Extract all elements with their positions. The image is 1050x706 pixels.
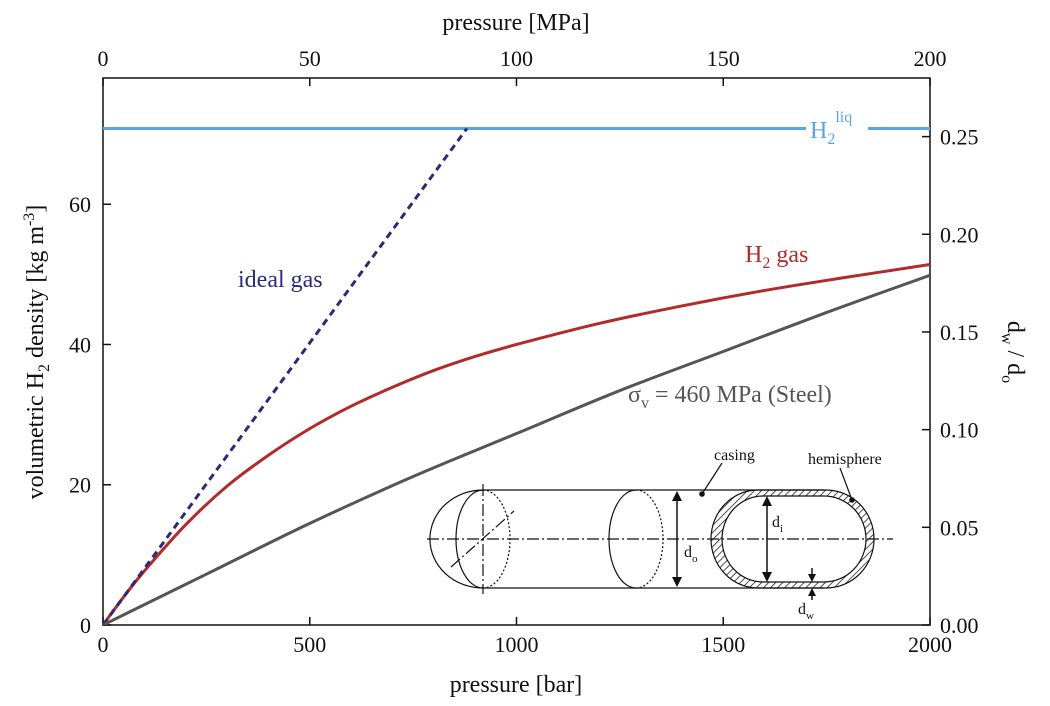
h2-liq-label-bg: [806, 106, 868, 146]
casing-label: casing: [714, 447, 755, 464]
x-top-tick-label: 100: [500, 46, 533, 71]
dw-arrow-lower-head: [808, 588, 816, 596]
tank-hatched-wall: [710, 489, 875, 589]
y-right-tick-label: 0.25: [940, 125, 979, 150]
y-right-tick-label: 0.00: [940, 613, 979, 638]
x-top-tick-label: 150: [707, 46, 740, 71]
x-top-tick-label: 50: [299, 46, 321, 71]
do-arrow-head-bottom: [672, 577, 682, 587]
casing-leader-dot: [699, 491, 705, 497]
x-top-tick-label: 200: [914, 46, 947, 71]
y-right-tick-label: 0.15: [940, 320, 979, 345]
y-axis-left-title: volumetric H2 density [kg m-3]: [21, 205, 53, 500]
series-steel-line: [103, 273, 930, 625]
plot-frame: [102, 77, 931, 626]
hemisphere-leader-dot: [849, 497, 855, 503]
dw-arrow-upper-head: [808, 574, 816, 582]
x-axis-top-ticks: 0 50 100 150 200: [98, 46, 947, 86]
y-left-tick-label: 60: [69, 192, 91, 217]
dw-label: dw: [798, 601, 814, 622]
x-bottom-tick-label: 500: [293, 632, 326, 657]
hemisphere-label: hemisphere: [808, 451, 882, 468]
series-h2-gas-line: [103, 263, 930, 625]
ideal-gas-label: ideal gas: [238, 267, 323, 293]
do-arrow-head-top: [672, 491, 682, 501]
di-arrow-head-bottom: [762, 572, 772, 582]
y-axis-left-ticks: 0 20 40 60: [69, 192, 111, 638]
steel-label: σv = 460 MPa (Steel): [628, 382, 832, 412]
y-left-tick-label: 20: [69, 473, 91, 498]
x-bottom-tick-label: 0: [98, 632, 109, 657]
y-axis-right-ticks: 0.00 0.05 0.10 0.15 0.20 0.25: [922, 125, 979, 638]
y-right-tick-label: 0.05: [940, 515, 979, 540]
y-left-tick-label: 0: [80, 613, 91, 638]
y-right-tick-label: 0.10: [940, 418, 979, 443]
casing-leader-line: [701, 462, 723, 495]
x-bottom-tick-label: 1000: [495, 632, 539, 657]
do-label: do: [684, 544, 698, 565]
y-right-tick-label: 0.20: [940, 222, 979, 247]
hemisphere-leader-line: [839, 467, 853, 501]
x-axis-top-title: pressure [MPa]: [442, 10, 589, 36]
x-axis-bottom-ticks: 0 500 1000 1500 2000: [98, 617, 952, 657]
tank-diagram-inset: [427, 462, 893, 600]
h2-liq-label: H2liq: [810, 109, 852, 148]
tank-left-diagonal-axis: [450, 510, 515, 568]
di-arrow-head-top: [762, 496, 772, 506]
di-label: di: [772, 514, 783, 535]
h2-gas-label: H2 gas: [745, 242, 808, 272]
x-axis-bottom-title: pressure [bar]: [450, 672, 583, 698]
y-left-tick-label: 40: [69, 332, 91, 357]
series-ideal-gas-line: [103, 127, 469, 625]
x-bottom-tick-label: 2000: [908, 632, 952, 657]
x-top-tick-label: 0: [98, 46, 109, 71]
x-bottom-tick-label: 1500: [701, 632, 745, 657]
y-axis-right-title: dw / do: [998, 321, 1028, 383]
